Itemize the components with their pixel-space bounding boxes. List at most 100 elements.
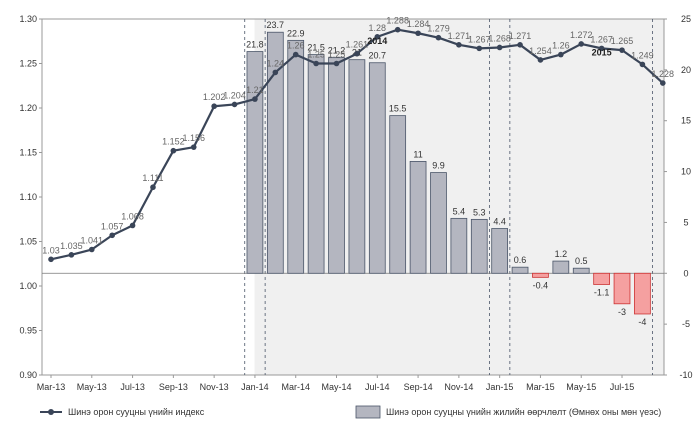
y-right-tick-label: 5	[683, 217, 688, 227]
bar-value-label: 0.6	[514, 255, 527, 265]
index-point	[88, 246, 95, 253]
bar-value-label: -4	[638, 317, 646, 327]
index-point	[558, 51, 564, 58]
y-right-tick-label: 25	[681, 14, 691, 24]
index-point	[354, 50, 360, 57]
index-point	[129, 222, 136, 229]
index-value-label: 1.26	[552, 41, 570, 51]
bar	[287, 39, 305, 274]
bar	[450, 217, 468, 274]
bar	[532, 272, 549, 278]
bar-value-label: 4.4	[493, 217, 506, 227]
y-right-tick-label: 0	[683, 268, 688, 278]
bar-value-label: 15.5	[389, 104, 407, 114]
index-value-label: 1.202	[203, 92, 226, 102]
index-point	[252, 96, 258, 102]
bar-value-label: -1.1	[594, 287, 610, 297]
index-value-label: 1.068	[121, 211, 144, 221]
index-value-label: 1.271	[448, 31, 471, 41]
x-tick-label: Jan-15	[486, 382, 514, 392]
y-right-tick-label: 15	[681, 116, 691, 126]
bar	[368, 62, 386, 274]
y-left-tick-label: 0.90	[19, 370, 37, 380]
bar-value-label: 1.2	[555, 249, 568, 259]
index-value-label: 1.288	[386, 16, 409, 26]
index-point	[394, 26, 401, 33]
legend-line-marker	[48, 409, 54, 415]
y-left-tick-label: 1.05	[19, 237, 37, 247]
index-point	[456, 42, 462, 48]
x-tick-label: Jul-13	[120, 382, 145, 392]
bar-value-label: 21.5	[307, 43, 325, 53]
index-point	[496, 44, 503, 51]
bar-value-label: 20.7	[369, 51, 387, 61]
index-point	[48, 256, 54, 263]
index-value-label: 1.272	[570, 30, 593, 40]
index-point	[435, 34, 442, 41]
x-tick-label: Sep-14	[404, 382, 433, 392]
bar	[613, 272, 631, 305]
year-annotation: 2015	[592, 47, 612, 57]
bar	[634, 272, 651, 315]
x-tick-label: Jan-14	[241, 382, 269, 392]
y-left-tick-label: 1.15	[19, 148, 37, 158]
index-point	[272, 69, 279, 76]
year-annotation: 2014	[367, 36, 387, 46]
bar-value-label: 9.9	[432, 161, 445, 171]
index-value-label: 1.035	[60, 241, 83, 251]
x-tick-label: Sep-13	[159, 382, 188, 392]
index-value-label: 1.268	[488, 33, 511, 43]
x-tick-label: May-14	[322, 382, 352, 392]
index-point	[190, 144, 197, 150]
index-value-label: 1.228	[652, 69, 675, 79]
x-tick-label: Jul-14	[365, 382, 390, 392]
index-value-label: 1.152	[162, 137, 185, 147]
index-point	[415, 30, 421, 37]
bar-value-label: -3	[618, 307, 626, 317]
x-tick-label: Mar-15	[526, 382, 555, 392]
index-point	[211, 103, 217, 110]
x-tick-label: May-15	[566, 382, 596, 392]
bar	[246, 51, 264, 274]
bar	[389, 115, 407, 274]
index-point	[170, 147, 177, 154]
y-left-tick-label: 1.10	[19, 192, 37, 202]
bar-value-label: 5.3	[473, 207, 486, 217]
index-point	[619, 47, 625, 53]
y-left-tick-label: 1.30	[19, 14, 37, 24]
index-point	[333, 60, 340, 67]
x-tick-label: Jul-15	[610, 382, 635, 392]
bar-value-label: 21.2	[328, 46, 346, 56]
bar-value-label: 5.4	[453, 206, 466, 216]
y-left-tick-label: 0.95	[19, 326, 37, 336]
index-value-label: 1.26	[287, 41, 305, 51]
index-point	[476, 45, 483, 52]
legend-bar-label: Шинэ орон сууцны үнийн жилийн өөрчлөлт (…	[386, 407, 661, 417]
bar	[328, 57, 345, 274]
bar-value-label: 0.5	[575, 256, 588, 266]
index-value-label: 1.267	[468, 34, 491, 44]
index-value-label: 1.24	[267, 58, 285, 68]
x-tick-label: Mar-13	[37, 382, 66, 392]
bar-value-label: 22.9	[287, 28, 305, 38]
x-tick-label: Nov-14	[444, 382, 473, 392]
index-value-label: 1.111	[142, 173, 163, 183]
index-value-label: 1.21	[246, 85, 264, 95]
index-point	[292, 51, 299, 58]
index-point	[660, 80, 666, 86]
index-point	[374, 34, 381, 40]
index-value-label: 1.279	[427, 24, 450, 34]
bar	[266, 31, 284, 274]
bar	[409, 160, 427, 274]
index-point	[578, 41, 585, 47]
index-value-label: 1.249	[631, 50, 654, 60]
index-point	[313, 60, 319, 67]
bar-value-label: -0.4	[533, 280, 549, 290]
index-point	[598, 45, 605, 52]
index-value-label: 1.041	[81, 236, 104, 246]
y-right-tick-label: 20	[681, 65, 691, 75]
y-right-tick-label: 10	[681, 167, 691, 177]
index-value-label: 1.25	[328, 50, 346, 60]
